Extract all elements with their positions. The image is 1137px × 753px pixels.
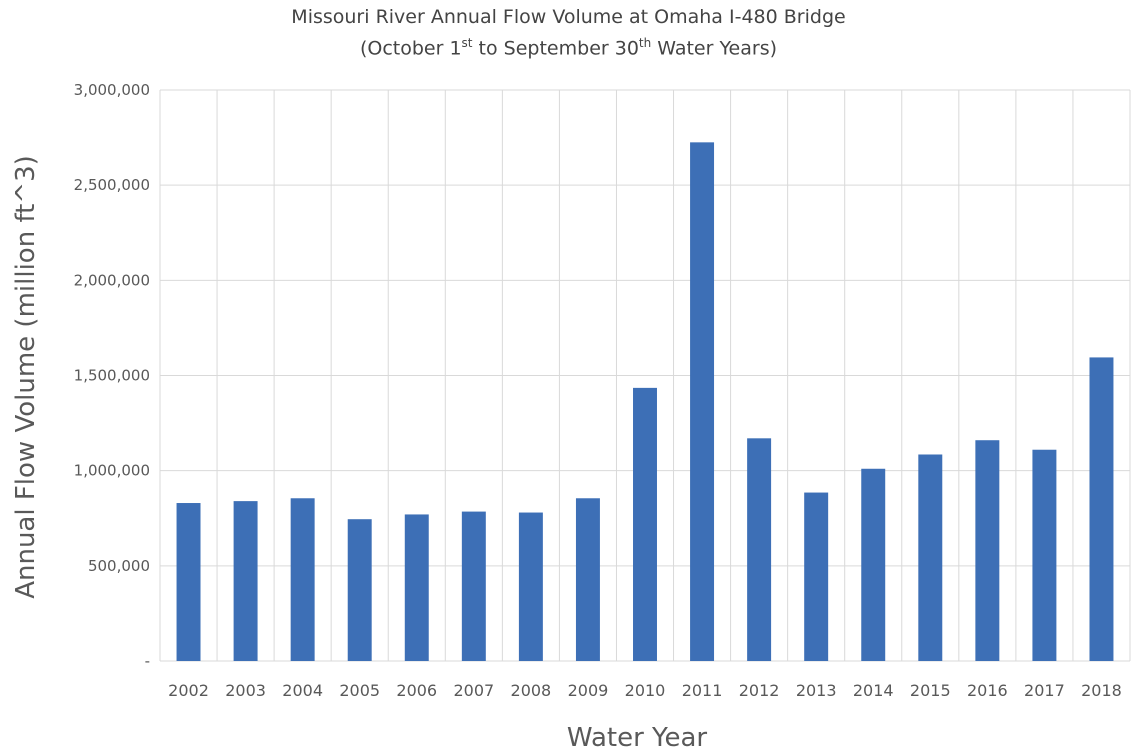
bar-2013 (804, 492, 829, 661)
x-tick-label: 2003 (225, 681, 266, 700)
bar-2016 (975, 440, 1000, 661)
x-tick-label: 2004 (282, 681, 323, 700)
x-tick-label: 2013 (796, 681, 837, 700)
subtitle-middle: to September 30 (472, 37, 639, 60)
x-axis-label: Water Year (567, 723, 707, 753)
bar-2011 (690, 142, 715, 661)
y-tick-label: 3,000,000 (74, 81, 150, 99)
bar-2009 (575, 498, 600, 661)
bar-2004 (290, 498, 315, 661)
bar-2012 (747, 438, 772, 661)
x-tick-label: 2005 (339, 681, 380, 700)
bar-2002 (176, 503, 201, 661)
bar-layer (176, 142, 1114, 661)
y-tick-label: - (145, 652, 150, 670)
y-tick-label: 2,000,000 (74, 271, 150, 289)
x-tick-label: 2010 (625, 681, 666, 700)
bar-2010 (633, 387, 657, 661)
bar-2006 (404, 514, 429, 661)
bar-2007 (461, 511, 486, 661)
bar-2017 (1032, 449, 1057, 661)
subtitle-suffix: Water Years) (651, 37, 778, 60)
x-tick-label: 2008 (511, 681, 552, 700)
y-axis-label: Annual Flow Volume (million ft^3) (11, 155, 41, 599)
x-tick-label: 2002 (168, 681, 209, 700)
subtitle-sup-st: st (461, 36, 473, 50)
x-tick-label: 2017 (1024, 681, 1065, 700)
subtitle-prefix: (October 1 (359, 37, 462, 60)
subtitle-sup-th: th (638, 36, 652, 50)
bar-2018 (1089, 357, 1114, 661)
x-tick-label: 2006 (396, 681, 437, 700)
y-tick-labels: - 500,000 1,000,000 1,500,000 2,000,000 2,500… (74, 81, 150, 670)
x-tick-labels: 2002 2003 2004 2005 2006 2007 2008 2009 2010 2011… (168, 681, 1122, 700)
x-tick-label: 2014 (853, 681, 894, 700)
bar-2014 (861, 468, 886, 661)
bar-2003 (233, 501, 258, 661)
chart-subtitle: (October 1st to September 30th Water Yea… (0, 36, 1137, 59)
x-tick-label: 2007 (453, 681, 494, 700)
x-tick-label: 2012 (739, 681, 780, 700)
y-tick-label: 1,500,000 (74, 367, 150, 385)
x-tick-label: 2018 (1081, 681, 1122, 700)
bar-2015 (918, 454, 943, 661)
x-tick-label: 2009 (568, 681, 609, 700)
x-tick-label: 2016 (967, 681, 1008, 700)
bar-2005 (347, 519, 372, 661)
chart-title: Missouri River Annual Flow Volume at Oma… (291, 6, 846, 28)
y-tick-label: 1,000,000 (74, 462, 150, 480)
y-tick-label: 2,500,000 (74, 176, 150, 194)
y-tick-label: 500,000 (88, 557, 150, 575)
x-tick-label: 2015 (910, 681, 951, 700)
bar-2008 (518, 512, 543, 661)
x-tick-label: 2011 (682, 681, 723, 700)
